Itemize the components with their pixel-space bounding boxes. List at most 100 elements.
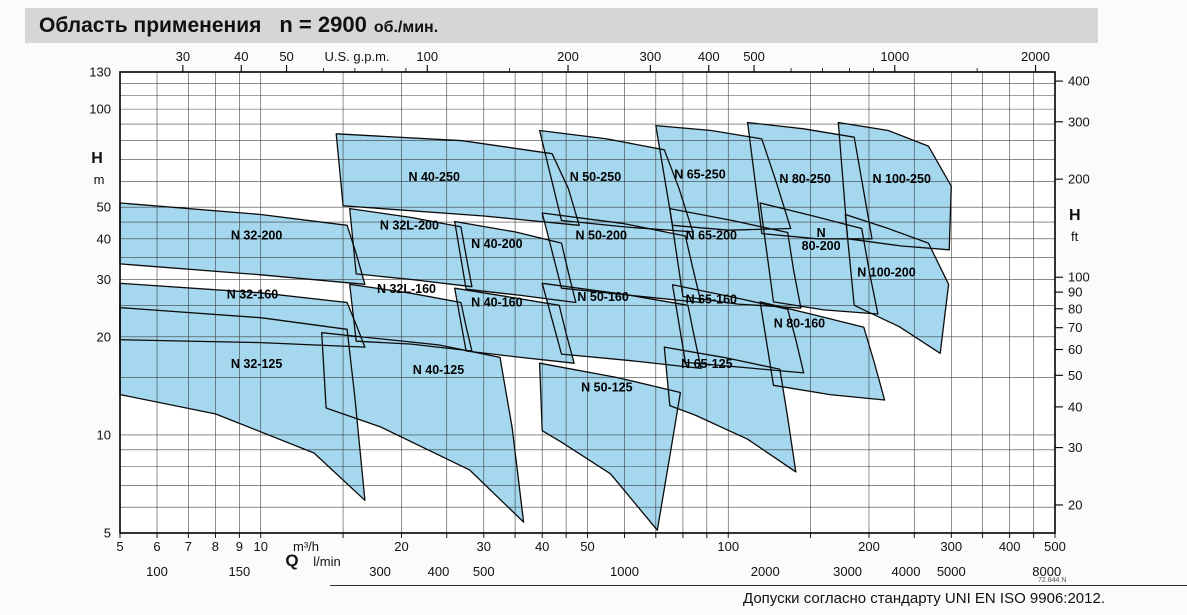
region-label-n-32-200: N 32-200 — [231, 228, 282, 242]
q-lmin-tick-label: 150 — [228, 564, 250, 579]
region-outline-n-100-250 — [837, 121, 952, 251]
q-m3h-tick-label: 100 — [717, 539, 739, 554]
region-fills — [120, 122, 952, 531]
region-label-n-80-160: N 80-160 — [774, 316, 825, 330]
region-outline-n-50-200 — [541, 212, 702, 304]
region-label-n-100-250: N 100-250 — [873, 172, 931, 186]
region-outline-n-40-125 — [321, 332, 525, 523]
q-lmin-tick-label: 2000 — [751, 564, 780, 579]
h-m-tick-label: 130 — [89, 65, 111, 80]
doc-code: 72.844.N — [1038, 577, 1067, 584]
region-label-n-32l-160: N 32L-160 — [377, 282, 436, 296]
speed-value: n = 2900 — [279, 12, 367, 37]
q-lmin-tick-label: 8000 — [1032, 564, 1061, 579]
title-bar: Область применения n = 2900 об./мин. — [25, 8, 1098, 43]
q-m3h-tick-label: 5 — [116, 539, 123, 554]
h-ft-tick-label: 20 — [1068, 497, 1082, 512]
q-lmin-tick-label: 100 — [146, 564, 168, 579]
q-m3h-tick-label: 500 — [1044, 539, 1066, 554]
region-outline-n-80-250 — [746, 121, 873, 240]
region-fill-n-65-125 — [664, 347, 796, 472]
q-lmin-tick-label: 1000 — [610, 564, 639, 579]
q-lmin-tick-label: 500 — [473, 564, 495, 579]
region-label-n-40-200: N 40-200 — [471, 237, 522, 251]
h-ft-tick-label: 90 — [1068, 285, 1082, 300]
q-m3h-tick-label: 200 — [858, 539, 880, 554]
h-m-tick-label: 30 — [97, 272, 111, 287]
region-outline-n-32l-160 — [349, 283, 473, 352]
q-m3h-tick-label: 10 — [253, 539, 267, 554]
region-fill-n-32l-160 — [349, 284, 472, 351]
h-ft-tick-label: 100 — [1068, 270, 1090, 285]
axis-gpm: 30 40 50 100 200 300 400 500 1000 2000 U.S. g.p.m. — [176, 49, 1050, 72]
region-outlines — [119, 121, 952, 531]
q-m3h-tick-label: 300 — [940, 539, 962, 554]
h-m-unit: m — [94, 172, 105, 187]
region-fill-n-40-125 — [321, 332, 524, 523]
region-fill-n-40-160 — [454, 288, 575, 364]
tolerance-note: Допуски согласно стандарту UNI EN ISO 99… — [743, 590, 1105, 607]
h-ft-unit: ft — [1071, 229, 1079, 244]
q-lmin-tick-label: 300 — [369, 564, 391, 579]
h-ft-tick-label: 60 — [1068, 342, 1082, 357]
region-label-n-32l-200: N 32L-200 — [380, 218, 439, 232]
q-lmin-tick-label: 400 — [428, 564, 450, 579]
axis-h-m: 130 100 50 40 30 20 10 5 Hm — [89, 65, 111, 541]
q-m3h-tick-label: 9 — [236, 539, 243, 554]
gpm-tick-label: 1000 — [880, 49, 909, 64]
q-m3h-tick-label: 30 — [477, 539, 491, 554]
region-label-n-40-160: N 40-160 — [471, 295, 522, 309]
region-label-n-32-160: N 32-160 — [227, 287, 278, 301]
region-fill-n-80-160 — [760, 301, 885, 400]
region-labels: N 40-250 N 50-250 N 65-250 N 80-250 N 100-25… — [227, 167, 931, 394]
region-label-n-50-200: N 50-200 — [576, 228, 627, 242]
q-lmin-unit: l/min — [313, 554, 340, 569]
h-ft-tick-label: 300 — [1068, 114, 1090, 129]
h-ft-tick-label: 40 — [1068, 399, 1082, 414]
region-label-n-65-160: N 65-160 — [686, 293, 737, 307]
region-outline-n-50-160 — [541, 282, 702, 370]
h-m-tick-label: 20 — [97, 329, 111, 344]
region-outline-n-50-250 — [538, 129, 694, 233]
h-ft-tick-label: 50 — [1068, 368, 1082, 383]
q-symbol: Q — [285, 551, 298, 570]
region-outline-n-32-160 — [119, 282, 366, 348]
speed-unit: об./мин. — [373, 19, 439, 36]
gpm-tick-label: 500 — [743, 49, 765, 64]
region-fill-n-32l-200 — [349, 208, 472, 287]
region-outline-n-100-200 — [844, 213, 950, 354]
h-m-tick-label: 40 — [97, 231, 111, 246]
region-label-n-80-250: N 80-250 — [779, 172, 830, 186]
region-fill-n-32-125 — [120, 307, 365, 501]
page-title: Область применения — [39, 14, 262, 37]
q-lmin-tick-label: 3000 — [833, 564, 862, 579]
q-m3h-tick-label: 7 — [185, 539, 192, 554]
region-label-n-65-200: N 65-200 — [686, 228, 737, 242]
gpm-tick-label: 100 — [416, 49, 438, 64]
region-label-n-65-125: N 65-125 — [681, 357, 732, 371]
region-outline-n-40-250 — [335, 133, 580, 226]
region-fill-n-50-160 — [542, 283, 702, 369]
q-m3h-tick-label: 20 — [394, 539, 408, 554]
region-outline-n-65-250 — [655, 124, 792, 231]
footer-divider — [330, 585, 1187, 586]
region-label-n-50-125: N 50-125 — [581, 380, 632, 394]
region-fill-n-100-200 — [845, 214, 949, 354]
region-outline-n-32l-200 — [349, 207, 473, 288]
q-m3h-tick-label: 50 — [580, 539, 594, 554]
gpm-tick-label: 400 — [698, 49, 720, 64]
region-label-n-40-250: N 40-250 — [408, 170, 459, 184]
region-label-n-40-125: N 40-125 — [413, 363, 464, 377]
region-outline-n-65-200 — [669, 207, 802, 309]
region-label-n-50-160: N 50-160 — [577, 290, 628, 304]
region-label-n-80-200: N 80-200 — [802, 226, 841, 253]
region-outline-n-32-200 — [119, 202, 366, 285]
q-lmin-tick-label: 4000 — [892, 564, 921, 579]
gpm-tick-label: 40 — [234, 49, 248, 64]
h-ft-tick-label: 80 — [1068, 301, 1082, 316]
h-m-tick-label: 50 — [97, 200, 111, 215]
gpm-tick-label: 30 — [176, 49, 190, 64]
h-m-symbol: H — [91, 150, 103, 167]
h-ft-tick-label: 70 — [1068, 320, 1082, 335]
